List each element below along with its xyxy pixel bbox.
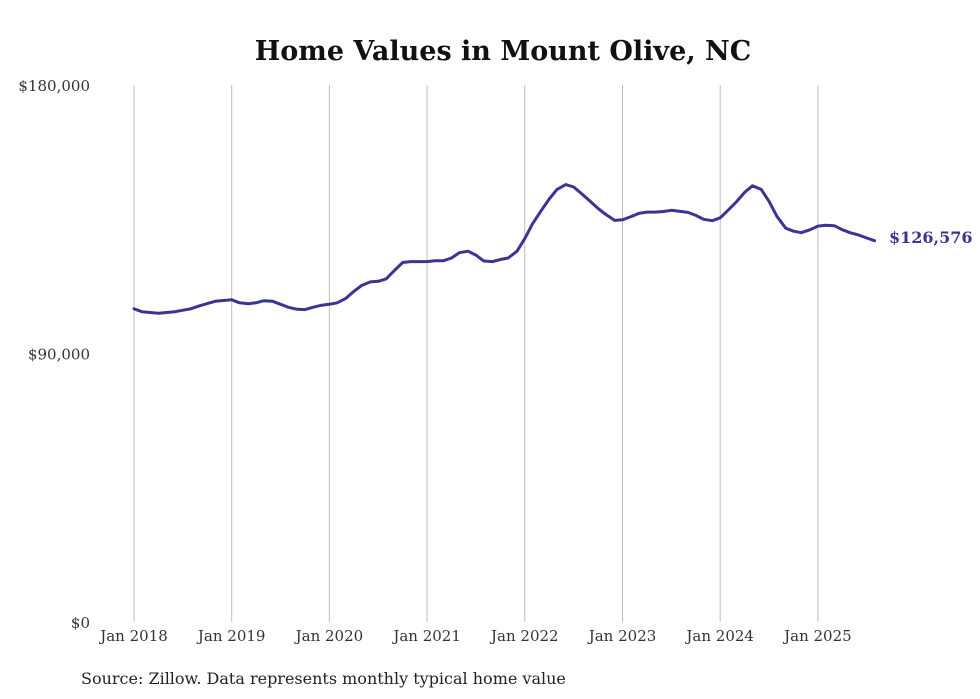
- x-tick-label: Jan 2018: [98, 627, 168, 645]
- series-line: [132, 183, 877, 315]
- last-value-label: $126,576: [889, 228, 973, 247]
- x-tick-label: Jan 2024: [684, 627, 754, 645]
- vertical-gridlines: [133, 85, 819, 622]
- y-tick-label: $180,000: [18, 77, 90, 95]
- x-tick-label: Jan 2020: [294, 627, 364, 645]
- y-axis-tick-labels: $0 $90,000 $180,000: [18, 77, 90, 632]
- x-tick-label: Jan 2019: [196, 627, 266, 645]
- x-tick-label: Jan 2025: [782, 627, 852, 645]
- chart-title: Home Values in Mount Olive, NC: [255, 36, 751, 67]
- x-axis-tick-labels: Jan 2018 Jan 2019 Jan 2020 Jan 2021 Jan 2022…: [98, 627, 851, 645]
- x-tick-label: Jan 2022: [489, 627, 559, 645]
- y-tick-label: $90,000: [28, 346, 90, 364]
- x-tick-label: Jan 2023: [587, 627, 657, 645]
- series-layer: [132, 183, 877, 315]
- x-tick-label: Jan 2021: [391, 627, 461, 645]
- source-note: Source: Zillow. Data represents monthly …: [81, 669, 566, 688]
- y-tick-label: $0: [71, 614, 90, 632]
